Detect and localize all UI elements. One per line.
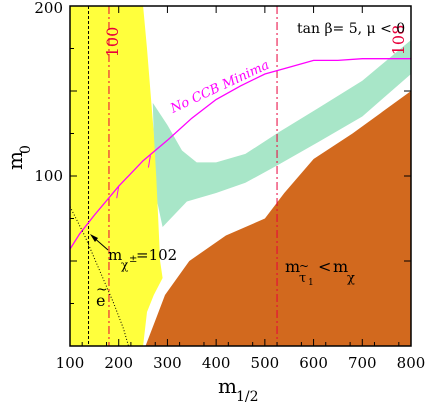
ccb-label: No CCB Minima bbox=[167, 58, 271, 117]
x-tick-label-800: 800 bbox=[397, 354, 426, 372]
svg-text:1: 1 bbox=[308, 278, 314, 288]
relic-density-band bbox=[152, 40, 412, 227]
svg-text:χ: χ bbox=[347, 271, 355, 286]
selectron-line bbox=[69, 206, 129, 347]
ccb-arrow-0 bbox=[116, 186, 120, 199]
plot-lines bbox=[69, 6, 411, 347]
x-tick-label-600: 600 bbox=[299, 354, 328, 372]
x-tick-labels: 100 200 300 400 500 600 700 800 bbox=[56, 354, 426, 372]
params-label: tan β= 5, μ < 0 bbox=[297, 21, 405, 37]
x-tick-label-500: 500 bbox=[251, 354, 280, 372]
y-axis-title: m 0 bbox=[3, 145, 34, 170]
y-tick-label-100: 100 bbox=[34, 167, 63, 185]
svg-text:m: m bbox=[285, 257, 300, 276]
axis-ticks bbox=[69, 5, 412, 347]
x-tick-label-200: 200 bbox=[104, 354, 133, 372]
svg-text:m: m bbox=[218, 374, 237, 398]
ccb-arrow-1 bbox=[147, 155, 151, 168]
chargino-excluded-region bbox=[70, 6, 163, 346]
svg-text:m: m bbox=[3, 151, 27, 170]
svg-text:0: 0 bbox=[18, 145, 34, 154]
svg-text:m: m bbox=[333, 257, 348, 276]
svg-text:τ: τ bbox=[299, 271, 306, 286]
svg-text:1/2: 1/2 bbox=[236, 389, 259, 405]
chargino-label: m χ ± =102 bbox=[108, 246, 177, 272]
svg-text:χ: χ bbox=[121, 258, 129, 272]
svg-text:e: e bbox=[96, 291, 105, 310]
plot-regions bbox=[70, 6, 412, 346]
stau-lt: < bbox=[318, 257, 331, 276]
svg-text:~: ~ bbox=[299, 259, 309, 273]
ccb-line bbox=[69, 58, 411, 250]
svg-text:m: m bbox=[108, 246, 122, 264]
y-tick-label-200: 200 bbox=[34, 0, 63, 17]
x-tick-label-300: 300 bbox=[153, 354, 182, 372]
x-tick-label-100: 100 bbox=[56, 354, 85, 372]
higgs-108-label: 108 bbox=[389, 25, 408, 56]
stau-label: m τ ~ 1 < m χ bbox=[285, 257, 355, 288]
selectron-label: e ~ bbox=[96, 282, 108, 310]
stau-lsp-region bbox=[145, 91, 411, 346]
chargino-arrowhead bbox=[90, 234, 98, 242]
x-axis-title: m 1/2 bbox=[218, 374, 259, 405]
chargino-value: =102 bbox=[136, 246, 177, 264]
svg-text:~: ~ bbox=[96, 282, 108, 298]
x-tick-label-700: 700 bbox=[348, 354, 377, 372]
higgs-100-label: 100 bbox=[103, 27, 122, 58]
svg-text:±: ± bbox=[129, 254, 137, 265]
x-tick-label-400: 400 bbox=[202, 354, 231, 372]
